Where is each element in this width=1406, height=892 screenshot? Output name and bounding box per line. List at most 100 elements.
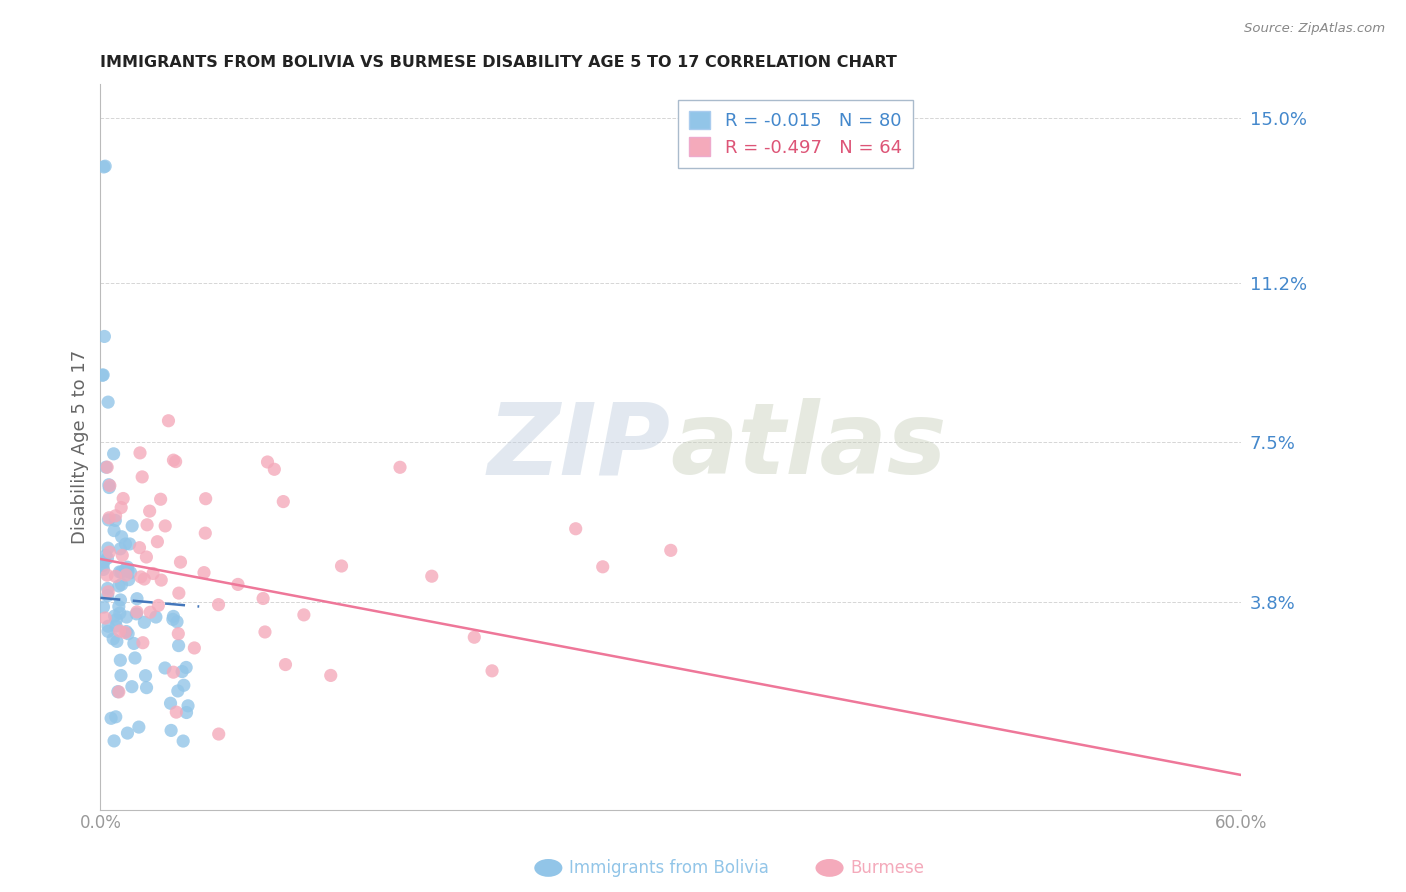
Point xyxy=(166,684,188,698)
Point xyxy=(135,549,157,564)
Point xyxy=(174,660,197,674)
Point xyxy=(108,579,131,593)
Point xyxy=(93,555,115,569)
Point xyxy=(103,734,125,748)
Point xyxy=(94,159,117,173)
Point xyxy=(165,705,187,719)
Point xyxy=(150,573,173,587)
Point xyxy=(91,368,114,383)
Point xyxy=(104,569,127,583)
Point xyxy=(105,619,128,633)
Point xyxy=(263,462,285,476)
Point xyxy=(134,615,156,630)
Point xyxy=(121,680,143,694)
Point xyxy=(105,613,128,627)
Point xyxy=(104,710,127,724)
Point xyxy=(97,589,120,603)
Point xyxy=(176,706,198,720)
Point xyxy=(132,636,155,650)
Point xyxy=(117,626,139,640)
Point xyxy=(98,510,121,524)
Point xyxy=(93,600,115,615)
Point xyxy=(98,478,121,492)
Point xyxy=(134,572,156,586)
Point xyxy=(659,543,682,558)
Point xyxy=(153,661,176,675)
Point xyxy=(173,678,195,692)
Point xyxy=(177,698,200,713)
Point xyxy=(124,651,146,665)
Point xyxy=(101,632,124,646)
Point xyxy=(98,481,121,495)
Point xyxy=(169,555,191,569)
Point xyxy=(172,665,194,679)
Point xyxy=(183,640,205,655)
Point xyxy=(142,566,165,581)
Point xyxy=(135,669,157,683)
Point xyxy=(193,566,215,580)
Point xyxy=(97,619,120,633)
Point xyxy=(118,573,141,587)
Point xyxy=(96,551,118,566)
Point xyxy=(159,696,181,710)
Point xyxy=(111,549,134,563)
Text: atlas: atlas xyxy=(671,398,948,495)
Point xyxy=(105,634,128,648)
Point xyxy=(148,599,170,613)
Point xyxy=(96,568,118,582)
Point xyxy=(420,569,443,583)
Point xyxy=(157,414,180,428)
Point xyxy=(115,610,138,624)
Text: IMMIGRANTS FROM BOLIVIA VS BURMESE DISABILITY AGE 5 TO 17 CORRELATION CHART: IMMIGRANTS FROM BOLIVIA VS BURMESE DISAB… xyxy=(100,55,897,70)
Point xyxy=(226,577,249,591)
Point xyxy=(110,530,132,544)
Point xyxy=(165,454,187,468)
Point xyxy=(319,668,342,682)
Point xyxy=(463,630,485,644)
Point xyxy=(98,545,121,559)
Point xyxy=(155,519,177,533)
Point xyxy=(110,653,132,667)
Text: ZIP: ZIP xyxy=(488,398,671,495)
Point xyxy=(138,504,160,518)
Point xyxy=(162,609,184,624)
Point xyxy=(128,541,150,555)
Point xyxy=(97,624,120,639)
Point xyxy=(120,566,142,580)
Point xyxy=(136,517,159,532)
Point xyxy=(253,624,276,639)
Point xyxy=(162,612,184,626)
Point xyxy=(97,582,120,596)
Point xyxy=(103,524,125,538)
Point xyxy=(145,610,167,624)
Point xyxy=(125,591,148,606)
Point xyxy=(110,593,132,607)
Point xyxy=(128,720,150,734)
Point xyxy=(97,541,120,555)
Point xyxy=(194,491,217,506)
Point xyxy=(104,513,127,527)
Legend: R = -0.015   N = 80, R = -0.497   N = 64: R = -0.015 N = 80, R = -0.497 N = 64 xyxy=(678,100,912,168)
Point xyxy=(117,560,139,574)
Point xyxy=(160,723,183,738)
Point xyxy=(93,329,115,343)
Point xyxy=(139,605,162,619)
Point xyxy=(166,615,188,629)
Text: Immigrants from Bolivia: Immigrants from Bolivia xyxy=(569,859,769,877)
Point xyxy=(91,558,114,573)
Point xyxy=(162,453,184,467)
Point xyxy=(389,460,412,475)
Point xyxy=(103,609,125,624)
Point xyxy=(115,568,138,582)
Point xyxy=(162,665,184,680)
Point xyxy=(97,477,120,491)
Point xyxy=(256,455,278,469)
Point xyxy=(107,685,129,699)
Y-axis label: Disability Age 5 to 17: Disability Age 5 to 17 xyxy=(72,350,89,544)
Point xyxy=(110,668,132,682)
Point xyxy=(149,492,172,507)
Point xyxy=(114,563,136,577)
Point xyxy=(125,607,148,621)
Point xyxy=(194,526,217,541)
Point xyxy=(100,711,122,725)
